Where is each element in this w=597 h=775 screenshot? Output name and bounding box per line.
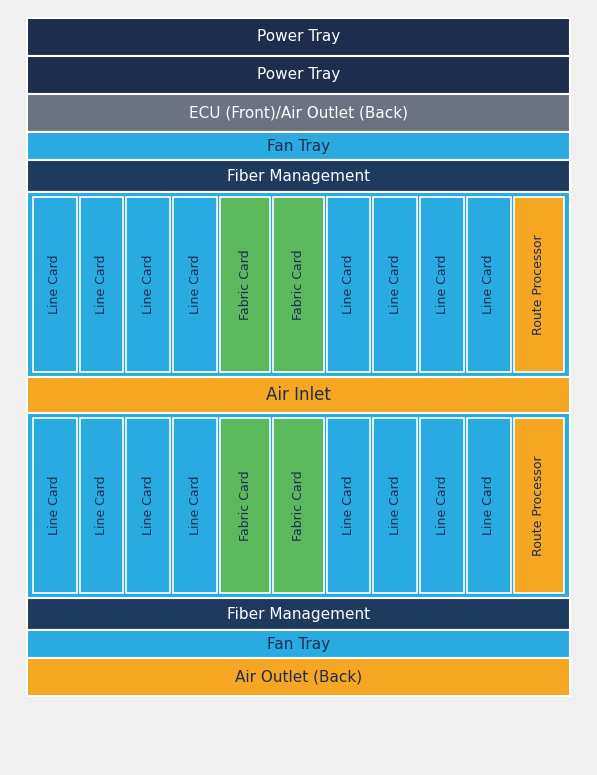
Text: Line Card: Line Card (48, 476, 61, 536)
Bar (27, 56, 570, 94)
Text: Fiber Management: Fiber Management (227, 607, 370, 622)
Bar (327, 418, 371, 593)
Text: Line Card: Line Card (436, 255, 448, 314)
Text: Line Card: Line Card (482, 476, 496, 536)
Bar (420, 197, 464, 372)
Text: Line Card: Line Card (95, 255, 108, 314)
Bar (327, 197, 371, 372)
Text: Line Card: Line Card (48, 255, 61, 314)
Bar (27, 18, 570, 56)
Text: Route Processor: Route Processor (533, 234, 546, 335)
Bar (27, 630, 570, 658)
Text: Line Card: Line Card (436, 476, 448, 536)
Text: Fabric Card: Fabric Card (239, 250, 252, 320)
Text: Line Card: Line Card (189, 255, 202, 314)
Bar (27, 160, 570, 192)
Text: Line Card: Line Card (189, 476, 202, 536)
Bar (79, 418, 124, 593)
Bar (467, 197, 511, 372)
Bar (27, 192, 570, 377)
Text: Line Card: Line Card (142, 255, 155, 314)
Text: Line Card: Line Card (95, 476, 108, 536)
Bar (220, 197, 270, 372)
Bar (220, 418, 270, 593)
Text: Line Card: Line Card (342, 255, 355, 314)
Text: Fiber Management: Fiber Management (227, 168, 370, 184)
Text: Fabric Card: Fabric Card (239, 470, 252, 541)
Bar (27, 598, 570, 630)
Bar (374, 418, 417, 593)
Bar (79, 197, 124, 372)
Bar (273, 197, 324, 372)
Text: Fabric Card: Fabric Card (292, 470, 305, 541)
Text: Route Processor: Route Processor (533, 455, 546, 556)
Text: Line Card: Line Card (142, 476, 155, 536)
Text: ECU (Front)/Air Outlet (Back): ECU (Front)/Air Outlet (Back) (189, 105, 408, 120)
Bar (33, 418, 76, 593)
Bar (374, 197, 417, 372)
Text: Fan Tray: Fan Tray (267, 139, 330, 153)
Bar (127, 197, 170, 372)
Text: Power Tray: Power Tray (257, 29, 340, 44)
Text: Line Card: Line Card (389, 255, 402, 314)
Bar (420, 418, 464, 593)
Text: Fabric Card: Fabric Card (292, 250, 305, 320)
Bar (514, 197, 564, 372)
Text: Power Tray: Power Tray (257, 67, 340, 82)
Bar (514, 418, 564, 593)
Text: Air Outlet (Back): Air Outlet (Back) (235, 670, 362, 684)
Bar (27, 377, 570, 413)
Bar (467, 418, 511, 593)
Bar (33, 197, 76, 372)
Bar (27, 413, 570, 598)
Bar (27, 94, 570, 132)
Bar (27, 658, 570, 696)
Bar (173, 197, 217, 372)
Bar (173, 418, 217, 593)
Text: Air Inlet: Air Inlet (266, 386, 331, 404)
Bar (27, 132, 570, 160)
Text: Line Card: Line Card (482, 255, 496, 314)
Text: Line Card: Line Card (342, 476, 355, 536)
Text: Line Card: Line Card (389, 476, 402, 536)
Bar (127, 418, 170, 593)
Bar (273, 418, 324, 593)
Text: Fan Tray: Fan Tray (267, 636, 330, 652)
